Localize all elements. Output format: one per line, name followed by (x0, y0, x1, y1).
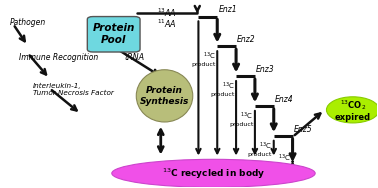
Text: Enz3: Enz3 (256, 65, 275, 74)
Text: $^{13}$C: $^{13}$C (222, 81, 235, 92)
Circle shape (327, 97, 378, 123)
Text: Enz4: Enz4 (275, 95, 293, 104)
Text: product: product (191, 62, 216, 67)
Text: Enz5: Enz5 (294, 125, 312, 134)
Text: $^{11}$AA: $^{11}$AA (157, 18, 177, 30)
Ellipse shape (136, 70, 193, 122)
Text: $^{13}$C: $^{13}$C (259, 141, 272, 152)
Text: $^{13}$AA: $^{13}$AA (157, 7, 177, 19)
Text: Protein
Pool: Protein Pool (93, 23, 135, 45)
Text: $^{13}$C: $^{13}$C (278, 153, 291, 164)
Text: Enz1: Enz1 (218, 5, 237, 14)
Text: product: product (248, 152, 272, 157)
Text: Pathogen: Pathogen (10, 18, 46, 27)
Text: tRNA: tRNA (125, 53, 145, 62)
Text: $^{13}$CO$_2$
expired: $^{13}$CO$_2$ expired (335, 98, 371, 122)
Text: product: product (229, 122, 253, 127)
Text: $^{13}$C recycled in body: $^{13}$C recycled in body (162, 166, 265, 180)
Ellipse shape (112, 159, 315, 187)
Text: product: product (210, 92, 235, 97)
Text: $^{13}$C: $^{13}$C (240, 111, 253, 122)
Text: product: product (267, 164, 291, 169)
Text: $^{13}$C: $^{13}$C (203, 51, 216, 62)
Text: Interleukin-1,
Tumor Necrosis Factor: Interleukin-1, Tumor Necrosis Factor (33, 83, 113, 96)
FancyBboxPatch shape (87, 17, 140, 52)
Text: Protein
Synthesis: Protein Synthesis (140, 86, 189, 106)
Text: Enz2: Enz2 (237, 35, 256, 44)
Text: Immune Recognition: Immune Recognition (19, 53, 98, 62)
